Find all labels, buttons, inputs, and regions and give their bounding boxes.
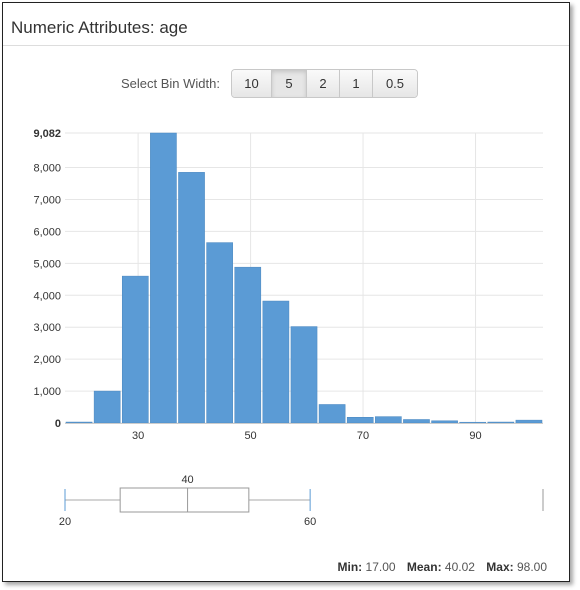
age-boxplot: 40 20 60: [59, 474, 544, 528]
y-tick-label: 4,000: [33, 290, 61, 302]
y-tick-label: 5,000: [33, 258, 61, 270]
histogram-bar: [262, 300, 290, 424]
histogram-bar: [178, 172, 205, 424]
y-tick-label: 2,000: [33, 354, 61, 366]
histogram-bar: [150, 132, 177, 424]
bin-width-10-button[interactable]: 10: [232, 70, 272, 97]
x-tick-label: 30: [132, 430, 144, 442]
histogram-bar: [206, 242, 233, 424]
x-tick-label: 90: [469, 430, 481, 442]
mean-stat: Mean: 40.02: [406, 560, 475, 574]
histogram-bar: [318, 404, 346, 424]
histogram-bar: [234, 266, 262, 424]
bin-width-1-button[interactable]: 1: [340, 70, 373, 97]
y-tick-label: 6,000: [33, 226, 61, 238]
y-tick-label: 8,000: [33, 163, 61, 175]
y-tick-label: 1,000: [33, 386, 61, 398]
bin-width-5-button[interactable]: 5: [272, 70, 307, 97]
min-stat: Min: 17.00: [337, 560, 396, 574]
boxplot-high-label: 60: [304, 516, 316, 528]
histogram-bar: [487, 421, 515, 424]
x-tick-label: 50: [244, 430, 256, 442]
bin-width-label: Select Bin Width:: [121, 76, 220, 91]
histogram-bar: [121, 275, 149, 424]
bin-width-2-button[interactable]: 2: [307, 70, 340, 97]
histogram-bar: [515, 419, 543, 424]
y-tick-label: 9,082: [33, 128, 61, 140]
summary-stats: Min: 17.00 Mean: 40.02 Max: 98.00: [330, 560, 547, 574]
y-tick-label: 3,000: [33, 322, 61, 334]
histogram-bar: [346, 417, 374, 424]
histogram-bar: [375, 416, 402, 424]
bin-width-0.5-button[interactable]: 0.5: [373, 70, 417, 97]
y-tick-label: 7,000: [33, 194, 61, 206]
boxplot-box: [119, 487, 250, 513]
panel-title: Numeric Attributes: age: [11, 18, 188, 37]
boxplot-median-label: 40: [181, 474, 193, 486]
histogram-bar: [65, 421, 93, 424]
histogram-bar: [290, 326, 318, 424]
bin-width-button-group: 10 5 2 1 0.5: [231, 69, 418, 98]
numeric-attribute-panel: Numeric Attributes: age Select Bin Width…: [2, 2, 570, 582]
x-tick-label: 70: [357, 430, 369, 442]
histogram-bar: [403, 419, 430, 424]
boxplot-low-label: 20: [59, 516, 71, 528]
max-stat: Max: 98.00: [486, 560, 547, 574]
title-divider: [3, 45, 569, 46]
bin-width-selector: Select Bin Width: 10 5 2 1 0.5: [3, 69, 571, 98]
y-tick-label: 0: [55, 418, 61, 430]
histogram-bar: [431, 420, 458, 424]
histogram-bar: [93, 390, 121, 424]
age-histogram: 0 1,000 2,000 3,000 4,000 5,000 6,000 7,000 8,00…: [33, 128, 543, 442]
